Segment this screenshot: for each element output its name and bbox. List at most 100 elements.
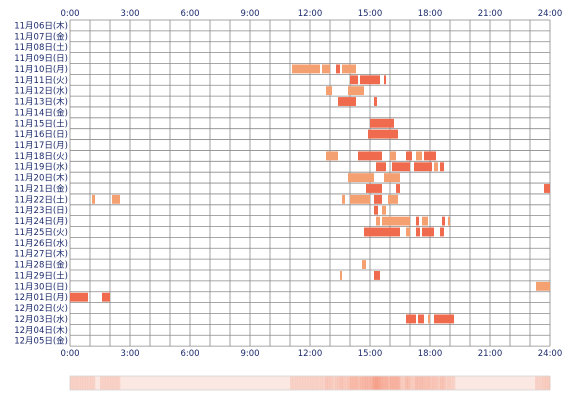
day-label: 11月06日(木) <box>14 20 68 31</box>
activity-cell <box>336 64 340 74</box>
activity-cell <box>544 184 550 193</box>
summary-bar-segment <box>537 376 541 390</box>
day-label: 11月10日(月) <box>14 65 68 75</box>
activity-cell <box>374 271 380 280</box>
summary-bar-segment <box>297 376 301 390</box>
x-tick-label-top: 9:00 <box>240 9 259 19</box>
summary-bar-segment <box>92 376 96 390</box>
summary-bar-segment <box>415 376 418 390</box>
activity-cell <box>338 97 356 106</box>
activity-cell <box>414 162 432 172</box>
summary-bar-segment <box>107 376 111 390</box>
x-tick-label-bottom: 18:00 <box>418 349 443 359</box>
day-label: 11月25日(火) <box>14 228 68 238</box>
day-label: 11月20日(木) <box>14 173 68 184</box>
summary-bar-segment <box>382 376 386 390</box>
activity-cell <box>374 97 377 106</box>
summary-bar-segment <box>340 376 343 390</box>
activity-cell <box>340 271 342 280</box>
summary-bar-segment <box>445 376 448 390</box>
summary-bar-segment <box>392 376 396 390</box>
summary-bar-segment <box>437 376 441 390</box>
day-label: 11月19日(水) <box>14 162 68 173</box>
summary-bar-segment <box>300 376 303 390</box>
summary-bar-segment <box>295 376 298 390</box>
activity-cell <box>376 162 386 172</box>
summary-bar-segment <box>372 376 376 390</box>
summary-bar-segment <box>70 376 73 390</box>
summary-bar-segment <box>102 376 106 390</box>
day-label: 11月07日(金) <box>14 31 68 42</box>
activity-cell <box>292 64 320 74</box>
summary-bar-segment <box>335 376 338 390</box>
activity-cell <box>102 292 110 302</box>
summary-bar-segment <box>452 376 456 390</box>
summary-bar-segment <box>422 376 426 390</box>
summary-bar-segment <box>440 376 443 390</box>
summary-bar-segment <box>402 376 406 390</box>
activity-cell <box>388 194 398 204</box>
summary-bar-segment <box>115 376 118 390</box>
x-tick-label-top: 6:00 <box>180 9 199 19</box>
summary-bar-segment <box>350 376 353 390</box>
activity-cell <box>406 151 412 161</box>
summary-bar-segment <box>412 376 416 390</box>
day-label: 11月09日(日) <box>14 54 68 64</box>
x-tick-label-bottom: 9:00 <box>240 349 259 359</box>
activity-cell <box>342 194 345 204</box>
day-label: 11月26日(水) <box>14 238 68 249</box>
activity-cell <box>368 129 398 139</box>
x-tick-label-bottom: 12:00 <box>298 349 323 359</box>
summary-bar-segment <box>310 376 313 390</box>
summary-bar-segment <box>542 376 546 390</box>
activity-cell <box>364 227 400 237</box>
summary-bar-segment <box>110 376 113 390</box>
summary-bar-segment <box>322 376 326 390</box>
summary-bar-segment <box>80 376 83 390</box>
day-label: 12月02日(火) <box>14 304 68 314</box>
summary-bar-segment <box>357 376 361 390</box>
x-tick-label-bottom: 3:00 <box>120 349 139 359</box>
activity-cell <box>392 162 410 172</box>
day-label: 11月18日(火) <box>14 152 68 162</box>
activity-cell <box>358 151 382 161</box>
activity-cell <box>416 151 422 161</box>
summary-bar-segment <box>417 376 421 390</box>
day-label: 12月04日(木) <box>14 325 68 336</box>
x-tick-label-top: 0:00 <box>60 9 79 19</box>
day-label: 11月16日(日) <box>14 130 68 140</box>
summary-bar-segment <box>397 376 401 390</box>
summary-bar-segment <box>390 376 393 390</box>
summary-bar-segment <box>317 376 321 390</box>
activity-cell <box>448 216 450 226</box>
activity-cells <box>70 64 550 324</box>
summary-bar-segment <box>117 376 121 390</box>
summary-bar-segment <box>385 376 388 390</box>
x-tick-label-top: 24:00 <box>538 9 563 19</box>
x-tick-label-bottom: 0:00 <box>60 349 79 359</box>
activity-cell <box>434 314 454 324</box>
activity-cell <box>416 227 420 237</box>
day-label: 11月14日(金) <box>14 107 68 118</box>
summary-bar-segment <box>305 376 308 390</box>
summary-bar-segment <box>430 376 433 390</box>
day-label: 11月12日(水) <box>14 86 68 97</box>
summary-bar-segment <box>410 376 413 390</box>
x-tick-label-top: 21:00 <box>478 9 503 19</box>
x-tick-label-top: 15:00 <box>358 9 383 19</box>
summary-bar <box>69 375 551 391</box>
summary-bar-segment <box>425 376 428 390</box>
summary-bar-segment <box>342 376 346 390</box>
activity-cell <box>384 173 400 183</box>
activity-cell <box>428 314 430 324</box>
activity-cell <box>422 216 428 226</box>
summary-bar-segment <box>112 376 116 390</box>
activity-cell <box>382 216 410 226</box>
summary-bar-segment <box>427 376 431 390</box>
day-label: 11月22日(土) <box>14 194 68 205</box>
summary-bar-segment <box>320 376 323 390</box>
x-tick-label-top: 3:00 <box>120 9 139 19</box>
summary-bar-segment <box>420 376 423 390</box>
summary-bar-segment <box>330 376 333 390</box>
day-labels: 11月06日(木)11月07日(金)11月08日(土)11月09日(日)11月1… <box>14 20 68 346</box>
